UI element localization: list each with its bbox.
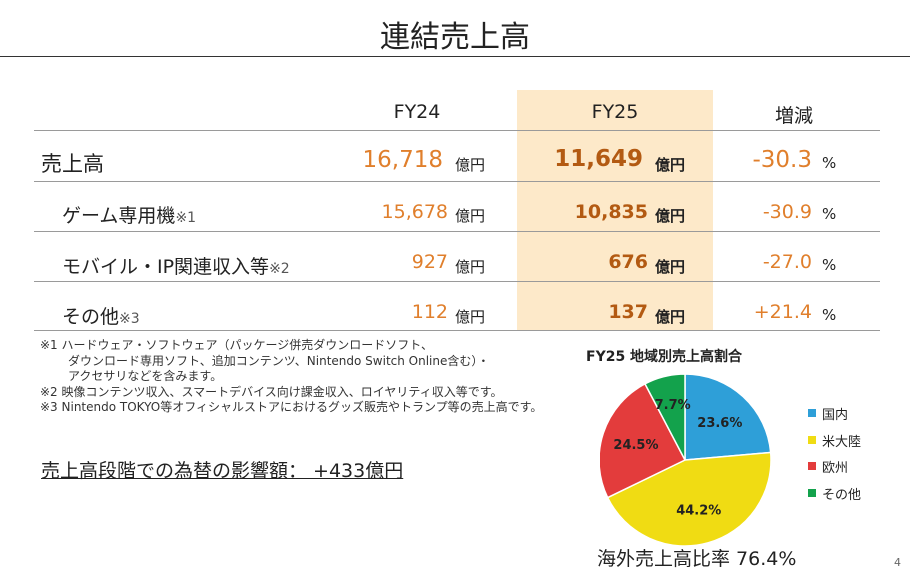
pie-slice-3 bbox=[643, 373, 686, 461]
pie-slice-1 bbox=[606, 451, 772, 547]
net-sales-fy24-value: 16,718 bbox=[362, 147, 443, 173]
platform-fy24-value: 15,678 bbox=[381, 201, 448, 223]
page-number: 4 bbox=[894, 556, 901, 569]
mobile-ip-fy24-value: 927 bbox=[411, 251, 448, 273]
net-sales-fy24-unit: 億円 bbox=[455, 156, 486, 174]
net-sales-change-unit: % bbox=[822, 154, 837, 172]
footnote-line: ※3 Nintendo TOKYO等オフィシャルストアにおけるグッズ販売やトラン… bbox=[40, 400, 543, 414]
net-sales-fy25-unit: 億円 bbox=[655, 156, 686, 174]
legend-swatch bbox=[808, 435, 816, 444]
net-sales-fy25-value: 11,649 bbox=[554, 146, 643, 172]
pie-data-label-1: 44.2% bbox=[676, 504, 721, 519]
pie-data-label-3: 7.7% bbox=[655, 398, 691, 413]
mobile-ip-change-value: -27.0 bbox=[762, 251, 812, 273]
row-label-net-sales: 売上高 bbox=[41, 152, 104, 176]
table-row-rule bbox=[34, 181, 880, 182]
header-fy24: FY24 bbox=[393, 101, 441, 123]
title-divider bbox=[0, 56, 910, 57]
pie-data-label-2: 24.5% bbox=[613, 438, 658, 453]
row-label-dedicated-video-game-platform: ゲーム専用機※1 bbox=[62, 205, 197, 227]
row-label-other: その他※3 bbox=[62, 306, 140, 328]
mobile-ip-fy25-unit: 億円 bbox=[655, 258, 686, 276]
table-row-rule bbox=[34, 281, 880, 282]
pie-data-label-0: 23.6% bbox=[697, 416, 742, 431]
footnote-line: ※1 ハードウェア・ソフトウェア（パッケージ併売ダウンロードソフト、 bbox=[40, 338, 434, 352]
table-row-rule bbox=[34, 231, 880, 232]
legend-swatch bbox=[808, 488, 816, 497]
legend-label: 欧州 bbox=[822, 461, 849, 476]
other-fy24-value: 112 bbox=[411, 301, 448, 323]
pie-slice-2 bbox=[600, 382, 687, 499]
other-fy25-unit: 億円 bbox=[655, 308, 686, 326]
other-change-unit: % bbox=[822, 306, 837, 324]
header-fy25: FY25 bbox=[591, 101, 639, 123]
platform-fy25-value: 10,835 bbox=[574, 201, 648, 223]
regional-sales-pie-chart: 23.6% 44.2% 24.5% 7.7% bbox=[600, 373, 772, 547]
table-header-rule bbox=[34, 130, 880, 131]
table-bottom-rule bbox=[34, 330, 880, 331]
page-title: 連結売上高 bbox=[380, 20, 530, 55]
mobile-ip-fy24-unit: 億円 bbox=[455, 258, 486, 276]
fx-impact-note: 売上高段階での為替の影響額： +433億円 bbox=[41, 460, 404, 482]
legend-label: その他 bbox=[822, 487, 862, 503]
net-sales-change-value: -30.3 bbox=[752, 147, 812, 173]
legend-swatch bbox=[808, 409, 816, 417]
legend-label: 国内 bbox=[822, 408, 849, 423]
footnote-line: ※2 映像コンテンツ収入、スマートデバイス向け課金収入、ロイヤリティ収入等です。 bbox=[40, 384, 503, 399]
header-change: 増減 bbox=[774, 105, 813, 127]
platform-fy24-unit: 億円 bbox=[455, 207, 486, 225]
legend-label: 米大陸 bbox=[822, 434, 862, 450]
overseas-sales-ratio: 海外売上高比率 76.4% bbox=[597, 548, 797, 570]
platform-change-value: -30.9 bbox=[762, 201, 812, 223]
mobile-ip-change-unit: % bbox=[822, 256, 837, 274]
row-label-mobile-ip-revenue: モバイル・IP関連収入等※2 bbox=[62, 256, 290, 278]
other-fy25-value: 137 bbox=[608, 301, 648, 323]
footnotes: ※1 ハードウェア・ソフトウェア（パッケージ併売ダウンロードソフト、 ダウンロー… bbox=[40, 338, 542, 416]
pie-chart-title: FY25 地域別売上高割合 bbox=[586, 349, 743, 365]
legend-swatch bbox=[808, 462, 816, 470]
platform-change-unit: % bbox=[822, 205, 837, 223]
platform-fy25-unit: 億円 bbox=[655, 207, 686, 225]
footnote-line: ダウンロード専用ソフト、追加コンテンツ、Nintendo Switch Onli… bbox=[68, 353, 490, 368]
other-fy24-unit: 億円 bbox=[455, 308, 486, 326]
other-change-value: +21.4 bbox=[753, 301, 812, 323]
footnote-line: アクセサリなどを含みます。 bbox=[68, 369, 223, 383]
pie-slice-0 bbox=[684, 373, 772, 461]
mobile-ip-fy25-value: 676 bbox=[608, 251, 648, 273]
